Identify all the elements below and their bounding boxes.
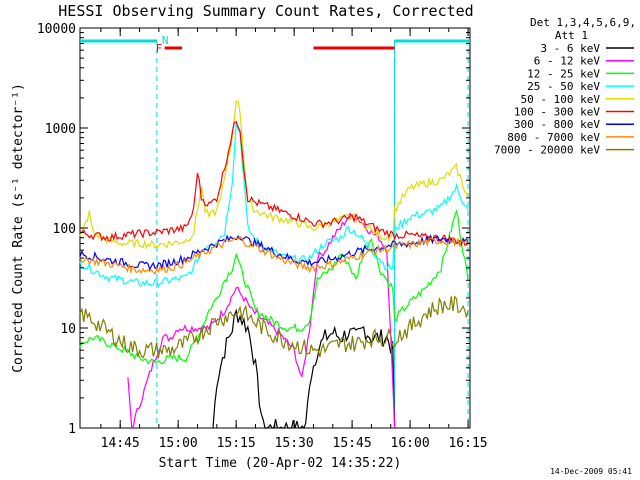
x-tick-label: 15:00 [159,436,198,451]
x-axis: 14:45 15:00 15:15 15:30 15:45 16:00 16:15 [100,28,488,451]
x-axis-label: Start Time (20-Apr-02 14:35:22) [159,456,402,471]
legend-entry-label: 800 - 7000 keV [507,131,600,144]
y-tick-label: 10 [60,322,76,337]
legend-header-line-2: Att 1 [555,29,588,42]
y-tick-label: 1 [68,422,76,437]
y-axis-label: Corrected Count Rate (s⁻¹ detector⁻¹) [11,83,26,373]
night-flag-label: N [162,34,169,47]
y-tick-label: 100 [53,222,76,237]
series-layer [79,100,469,430]
legend-entry-label: 6 - 12 keV [534,55,601,68]
series-line [79,209,469,365]
observing-flags: NF [80,34,470,428]
x-tick-label: 15:30 [275,436,314,451]
x-tick-label: 16:15 [448,436,487,451]
flare-flag-label: F [156,42,163,55]
legend-entry-label: 12 - 25 keV [527,67,600,80]
y-tick-label: 1000 [45,122,76,137]
plot-area-frame [79,27,471,429]
legend-entry-label: 300 - 800 keV [514,118,600,131]
x-tick-label: 15:45 [333,436,372,451]
legend-entry-label: 25 - 50 keV [527,80,600,93]
y-axis: 1 10 100 1000 10000 [37,22,470,437]
legend-entry-label: 100 - 300 keV [514,106,600,119]
legend-header-line-1: Det 1,3,4,5,6,9, [530,16,636,29]
generation-timestamp: 14-Dec-2009 05:41 [550,467,632,476]
legend-entry-label: 3 - 6 keV [540,42,600,55]
series-line [79,121,469,246]
chart-title: HESSI Observing Summary Count Rates, Cor… [58,2,473,20]
series-line [79,235,469,276]
series-line [79,295,469,359]
legend-entry-label: 50 - 100 keV [521,93,601,106]
series-line [212,308,396,430]
x-tick-label: 14:45 [101,436,140,451]
legend-entry-label: 7000 - 20000 keV [494,144,600,157]
series-line [79,122,469,289]
series-line [79,100,469,250]
x-tick-label: 15:15 [217,436,256,451]
x-tick-label: 16:00 [391,436,430,451]
y-tick-label: 10000 [37,22,76,37]
